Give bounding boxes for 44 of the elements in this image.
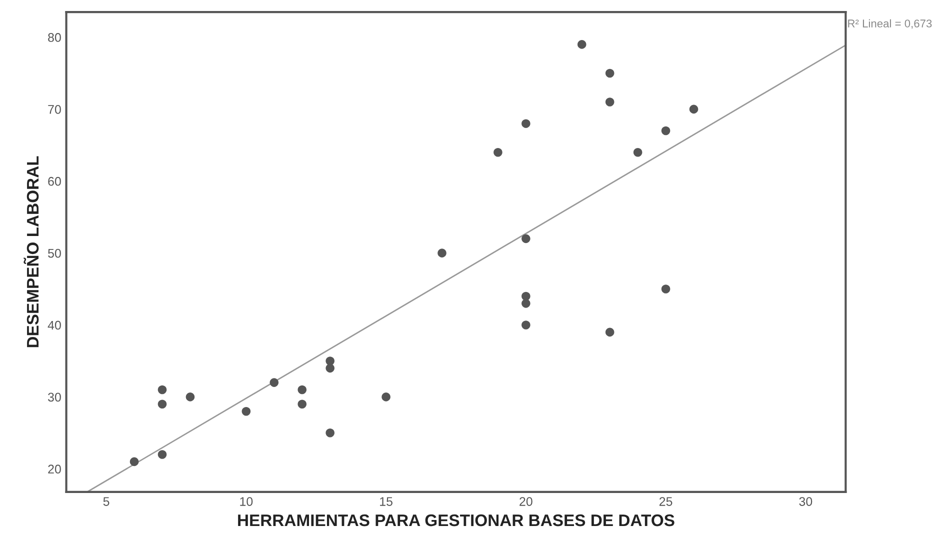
point bbox=[382, 392, 390, 402]
point bbox=[158, 450, 167, 459]
point bbox=[186, 392, 195, 402]
point bbox=[605, 328, 614, 337]
point bbox=[130, 457, 139, 466]
point bbox=[633, 148, 642, 157]
x-tick-label: 10 bbox=[240, 497, 253, 506]
point bbox=[522, 292, 530, 301]
point bbox=[494, 148, 502, 157]
point bbox=[605, 98, 614, 106]
point bbox=[242, 406, 251, 416]
point bbox=[522, 299, 530, 308]
x-tick-label: 20 bbox=[520, 497, 532, 506]
x-axis-title: HERRAMIENTAS PARA GESTIONAR BASES DE DATOS bbox=[238, 514, 674, 526]
y-axis-title: DESEMPEÑO LABORAL bbox=[24, 156, 39, 348]
y-tick-label: 60 bbox=[48, 176, 61, 186]
point bbox=[522, 234, 530, 244]
point bbox=[326, 356, 334, 366]
point bbox=[522, 119, 530, 128]
point bbox=[158, 400, 167, 409]
y-tick-label: 80 bbox=[48, 33, 61, 42]
x-tick-label: 5 bbox=[103, 497, 110, 506]
x-tick-label: 25 bbox=[659, 497, 672, 506]
point bbox=[326, 428, 334, 438]
y-tick-label: 50 bbox=[48, 248, 61, 258]
x-tick-label: 30 bbox=[799, 497, 812, 506]
point bbox=[661, 126, 670, 136]
point bbox=[438, 248, 446, 258]
x-tick-label: 15 bbox=[380, 497, 392, 506]
point bbox=[661, 284, 670, 294]
point bbox=[326, 364, 334, 373]
y-tick-label: 20 bbox=[48, 464, 61, 474]
point bbox=[270, 378, 279, 387]
point bbox=[522, 320, 530, 330]
point bbox=[689, 104, 698, 114]
y-tick-label: 40 bbox=[48, 320, 61, 330]
point bbox=[158, 385, 167, 394]
y-tick-label: 70 bbox=[48, 104, 61, 114]
y-tick-label: 30 bbox=[48, 392, 61, 402]
point bbox=[298, 385, 307, 394]
point bbox=[577, 40, 586, 49]
point bbox=[298, 400, 307, 409]
text: R² Lineal = 0,673 bbox=[848, 19, 932, 29]
point bbox=[605, 68, 614, 78]
